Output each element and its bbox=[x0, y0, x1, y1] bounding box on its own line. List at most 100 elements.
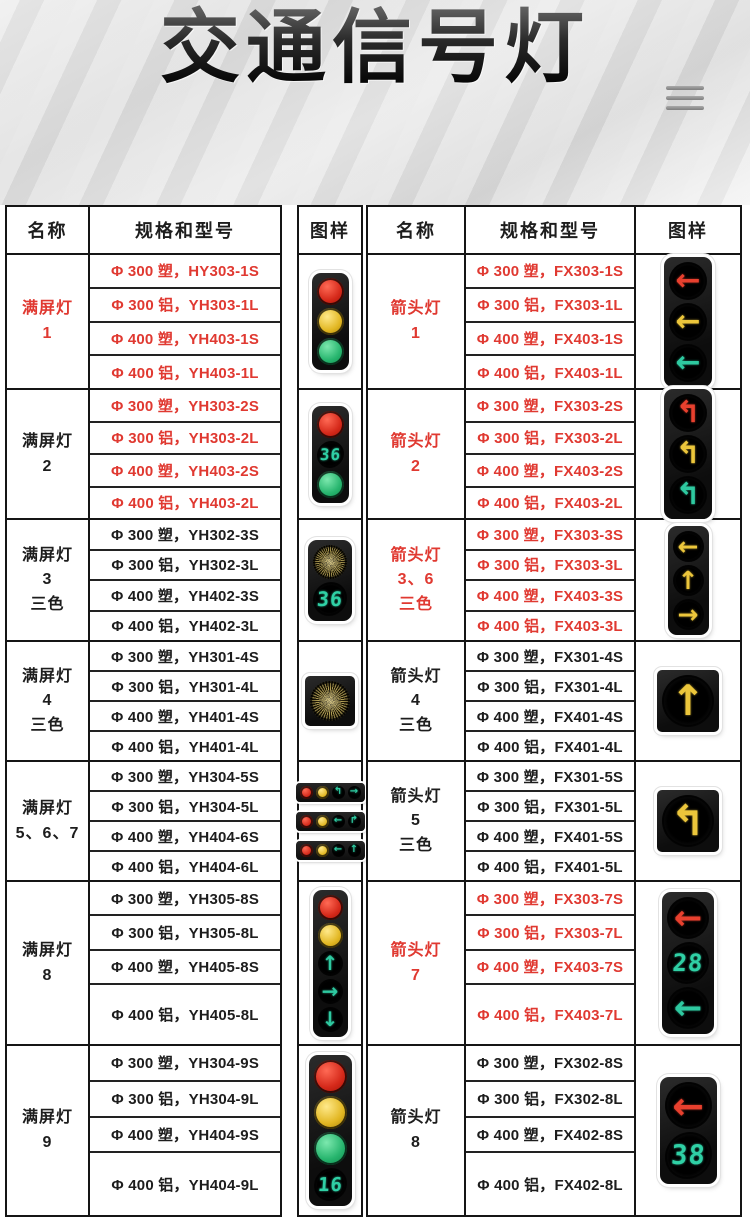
red-light-disc bbox=[299, 785, 313, 799]
yellow-starburst-light bbox=[310, 681, 350, 721]
product-name: 满屏灯 4 三色 bbox=[7, 642, 90, 760]
product-name: 满屏灯 8 bbox=[7, 882, 90, 1044]
spec-list: Φ 300 塑，FX302-8S Φ 300 铝，FX302-8L Φ 400 塑，… bbox=[466, 1046, 634, 1215]
spec-model-entry: Φ 300 塑，YH305-8S bbox=[90, 882, 280, 917]
spec-list: Φ 300 塑，FX303-2S Φ 300 铝，FX303-2L Φ 400 塑，… bbox=[466, 390, 634, 518]
single-turn-arrow-signal: ↰ bbox=[657, 790, 719, 852]
spec-model-entry: Φ 300 铝，FX303-1L bbox=[466, 289, 634, 323]
left-table: 名称 规格和型号 满屏灯 1 Φ 300 塑，HY303-1S Φ 300 铝，YH3… bbox=[5, 205, 282, 1217]
spec-model-entry: Φ 300 塑，YH301-4S bbox=[90, 642, 280, 672]
right-column-header-name: 名称 bbox=[368, 207, 466, 253]
product-name-line: 2 bbox=[411, 457, 421, 475]
spec-list: Φ 300 塑，FX303-1S Φ 300 铝，FX303-1L Φ 400 塑，… bbox=[466, 255, 634, 388]
left-arrow-three-color-signal: ← ← ← bbox=[664, 256, 712, 387]
spec-model-entry: Φ 300 铝，YH304-9L bbox=[90, 1082, 280, 1118]
green-light-disc bbox=[313, 1132, 347, 1165]
left-image-cell: 16 bbox=[299, 1046, 361, 1215]
spec-model-entry: Φ 300 铝，FX301-4L bbox=[466, 672, 634, 702]
product-name-line: 三色 bbox=[398, 595, 433, 613]
spec-model-entry: Φ 300 铝，YH305-8L bbox=[90, 916, 280, 951]
product-name-line: 4 bbox=[42, 692, 53, 710]
spec-model-entry: Φ 400 塑，FX403-3S bbox=[466, 581, 634, 612]
four-unit-countdown-signal: 16 bbox=[308, 1055, 352, 1206]
product-name-line: 箭头灯 bbox=[390, 667, 442, 685]
product-name-line: 4 bbox=[411, 692, 421, 710]
spec-model-entry: Φ 300 塑，FX302-8S bbox=[466, 1046, 634, 1082]
spec-model-entry: Φ 300 塑，FX303-3S bbox=[466, 520, 634, 551]
left-column-header-image: 图样 bbox=[310, 221, 350, 241]
spec-model-entry: Φ 400 铝，FX403-1L bbox=[477, 364, 623, 382]
page-title: 交通信号灯 bbox=[0, 0, 750, 90]
spec-model-entry: Φ 400 铝，YH403-1L bbox=[111, 364, 259, 382]
product-name-line: 箭头灯 bbox=[390, 1109, 442, 1127]
right-image-cell: ← ← ← bbox=[634, 255, 740, 388]
left-column-header-name: 名称 bbox=[7, 207, 90, 253]
left-column-header-spec: 规格和型号 bbox=[135, 221, 235, 241]
up-arrow-green-light: ↑ bbox=[347, 843, 361, 857]
left-image-cell bbox=[299, 255, 361, 390]
left-image-cell: ↰ → ← ↱ ← ↑ bbox=[295, 762, 365, 882]
product-name-line: 满屏灯 bbox=[21, 432, 73, 450]
hamburger-menu-icon[interactable] bbox=[666, 86, 704, 110]
spec-model-entry: Φ 300 塑，FX303-1S bbox=[466, 255, 634, 289]
spec-list: Φ 300 塑，FX301-4S Φ 300 铝，FX301-4L Φ 400 塑，… bbox=[466, 642, 634, 760]
red-yellow-green-full-signal bbox=[311, 273, 349, 370]
menu-bar bbox=[666, 106, 704, 110]
product-name-line: 箭头灯 bbox=[390, 546, 442, 564]
product-name-line: 满屏灯 bbox=[21, 941, 73, 959]
arrow-countdown-signal: ← 38 bbox=[659, 1077, 717, 1184]
countdown-display: 38 bbox=[662, 1132, 714, 1179]
turnright-arrow-green-light: ↱ bbox=[347, 814, 361, 828]
horizontal-signal-bar: ← ↑ bbox=[295, 840, 365, 860]
single-yellow-lamp-signal bbox=[305, 676, 355, 726]
product-name: 箭头灯 1 bbox=[368, 255, 466, 388]
left-arrow-green-light: ← bbox=[667, 987, 709, 1029]
spec-model-entry: Φ 300 塑，FX303-2S bbox=[466, 390, 634, 423]
product-name: 箭头灯 5 三色 bbox=[368, 762, 466, 880]
spec-model-entry: Φ 400 铝，FX401-5L bbox=[477, 858, 623, 876]
left-table-row: 满屏灯 4 三色 Φ 300 塑，YH301-4S Φ 300 铝，YH301-4L Φ … bbox=[7, 642, 280, 762]
right-table-row: 箭头灯 7 Φ 300 塑，FX303-7S Φ 300 铝，FX303-7L Φ 40… bbox=[368, 882, 740, 1046]
left-arrow-red-light: ← bbox=[667, 897, 709, 939]
product-name-line: 满屏灯 bbox=[21, 799, 73, 817]
spec-model-entry: Φ 300 塑，FX301-4S bbox=[466, 642, 634, 672]
product-name-line: 箭头灯 bbox=[390, 787, 442, 805]
green-light-disc bbox=[316, 470, 344, 498]
right-table-row: 箭头灯 8 Φ 300 塑，FX302-8S Φ 300 铝，FX302-8L Φ 40… bbox=[368, 1046, 740, 1215]
right-image-cell: ← ↑ → bbox=[634, 520, 740, 640]
product-name-line: 1 bbox=[42, 325, 53, 342]
spec-model-entry: Φ 400 塑，FX401-4S bbox=[466, 702, 634, 732]
yellow-direction-arrow-signal: ← ↑ → bbox=[667, 525, 709, 635]
spec-model-entry: Φ 300 塑，FX303-7S bbox=[466, 882, 634, 917]
left-table-row: 满屏灯 2 Φ 300 塑，YH303-2S Φ 300 铝，YH303-2L Φ 40… bbox=[7, 390, 280, 520]
spec-model-entry: Φ 300 塑，YH302-3S bbox=[90, 520, 280, 551]
spec-list: Φ 300 塑，YH303-2S Φ 300 铝，YH303-2L Φ 400 塑，… bbox=[90, 390, 280, 518]
product-name-line: 满屏灯 bbox=[21, 1109, 73, 1127]
five-unit-arrow-signal: ↑ → ↓ bbox=[312, 889, 348, 1037]
turnleft-arrow-green-light: ↰ bbox=[331, 785, 345, 799]
red-light-disc bbox=[299, 843, 313, 857]
spec-model-entry: Φ 400 塑，FX403-1S bbox=[466, 323, 634, 357]
spec-model-entry: Φ 400 塑，FX402-8S bbox=[466, 1118, 634, 1154]
green-light-disc bbox=[316, 338, 344, 365]
spec-list: Φ 300 塑，YH304-5S Φ 300 铝，YH304-5L Φ 400 塑，… bbox=[90, 762, 280, 880]
product-name-line: 箭头灯 bbox=[390, 300, 442, 318]
product-name-line: 8 bbox=[411, 1134, 421, 1151]
turnleft-arrow-yellow-light: ↰ bbox=[662, 795, 714, 847]
spec-model-entry: Φ 400 铝，FX403-3L bbox=[477, 618, 623, 636]
spec-model-entry: Φ 300 塑，FX301-5S bbox=[466, 762, 634, 792]
left-table-row: 满屏灯 1 Φ 300 塑，HY303-1S Φ 300 铝，YH303-1L Φ 40… bbox=[7, 255, 280, 390]
spec-model-entry: Φ 400 铝，YH401-4L bbox=[111, 738, 259, 756]
menu-bar bbox=[666, 86, 704, 90]
spec-model-entry: Φ 300 塑，YH303-2S bbox=[90, 390, 280, 423]
product-name-line: 2 bbox=[42, 457, 53, 475]
spec-model-entry: Φ 400 铝，YH405-8L bbox=[111, 1006, 259, 1024]
yellow-lamp-countdown-signal: 36 bbox=[308, 539, 352, 621]
yellow-light-disc bbox=[316, 308, 344, 335]
spec-model-entry: Φ 400 塑，YH405-8S bbox=[90, 951, 280, 985]
product-name: 箭头灯 2 bbox=[368, 390, 466, 518]
right-arrow-green-light: → bbox=[317, 978, 343, 1004]
right-image-cell: ↑ bbox=[634, 642, 740, 760]
spec-model-entry: Φ 400 铝，YH404-6L bbox=[111, 858, 259, 876]
product-name: 箭头灯 3、6 三色 bbox=[368, 520, 466, 640]
